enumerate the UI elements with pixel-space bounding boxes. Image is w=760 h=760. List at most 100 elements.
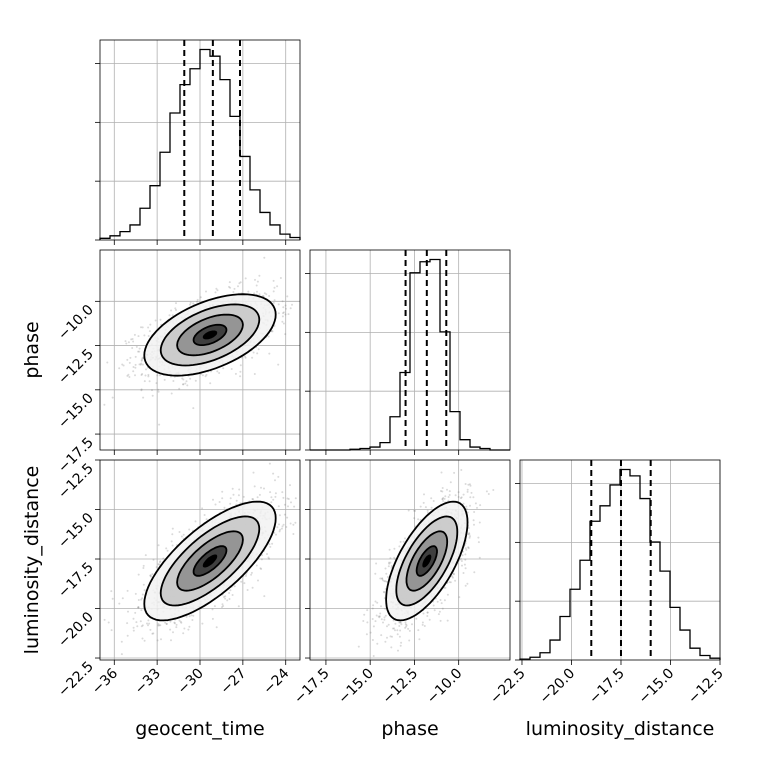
sample-point [372,604,375,607]
y-tick-label: −12.5 [55,346,97,388]
x-axis-label: geocent_time [135,718,264,740]
sample-point [118,367,121,370]
sample-point [464,558,467,561]
sample-point [441,498,444,501]
sample-point [190,614,193,617]
sample-point [244,277,247,280]
sample-point [125,342,128,345]
sample-point [418,638,421,641]
sample-point [155,566,158,569]
sample-point [383,618,386,621]
sample-point [462,502,465,505]
scatter-panel-phase-vs-luminosity-distance [309,459,511,661]
sample-point [391,635,393,638]
sample-point [146,622,148,625]
sample-point [268,295,271,297]
sample-point [389,561,392,564]
sample-point [171,314,174,317]
sample-point [477,541,480,544]
sample-point [126,374,129,377]
contour-line [176,530,244,592]
sample-point [400,623,403,626]
sample-point [303,475,305,477]
sample-point [417,629,420,632]
sample-point [235,499,238,502]
sample-point [170,540,173,543]
sample-point [140,625,143,628]
sample-point [221,497,224,500]
sample-point [162,557,165,560]
sample-point [262,295,265,298]
sample-point [292,523,295,526]
sample-point [468,483,471,486]
sample-point [282,312,284,315]
sample-point [246,589,249,591]
sample-point [407,627,410,630]
sample-point [388,562,391,565]
sample-point [283,503,286,506]
sample-point [148,330,151,333]
contour-line [415,545,438,577]
sample-point [132,340,135,343]
sample-point [137,335,140,338]
sample-point [460,560,463,562]
sample-point [159,624,162,627]
sample-point [278,530,281,533]
sample-point [260,568,263,570]
sample-point [293,505,296,508]
sample-point [229,286,232,289]
sample-point [142,564,145,567]
sample-point [172,631,174,634]
contour-line [159,515,261,607]
sample-point [152,632,155,635]
x-tick-label: −10.0 [424,666,466,708]
sample-point [147,335,150,337]
sample-point [171,533,174,536]
panel-frame [309,459,511,661]
sample-point [188,615,191,618]
sample-point [165,623,168,625]
sample-point [131,338,134,340]
sample-point [157,388,160,391]
sample-point [147,373,150,376]
sample-point [239,364,242,367]
sample-point [216,370,219,373]
sample-point [127,341,130,344]
sample-point [381,579,384,582]
sample-point [265,293,268,296]
sample-point [222,367,225,370]
sample-point [165,622,168,625]
sample-point [228,285,230,288]
x-tick-label: −24 [260,665,292,697]
x-tick-label: −15.0 [636,666,678,708]
sample-point [469,496,472,499]
sample-point [357,645,360,648]
contour-line [405,530,449,592]
sample-point [126,358,129,361]
sample-point [453,471,456,474]
sample-point [405,625,408,628]
sample-point [140,389,143,392]
sample-point [132,366,135,368]
sample-point [263,595,266,598]
sample-point [111,597,114,600]
sample-point [268,352,271,355]
sample-point [413,517,416,520]
sample-point [274,492,277,495]
sample-point [457,496,460,498]
sample-point [215,626,218,629]
sample-point [121,363,124,366]
sample-point [147,619,150,622]
sample-point [393,547,396,550]
sample-point [469,535,471,538]
sample-point [422,501,425,504]
sample-point [196,298,199,301]
x-tick-label: −27 [217,666,249,698]
sample-point [126,634,129,637]
sample-point [129,356,132,359]
sample-point [141,624,144,627]
sample-point [134,611,137,614]
y-axis-label: luminosity_distance [21,466,43,655]
sample-point [308,306,310,308]
sample-point [173,622,176,625]
